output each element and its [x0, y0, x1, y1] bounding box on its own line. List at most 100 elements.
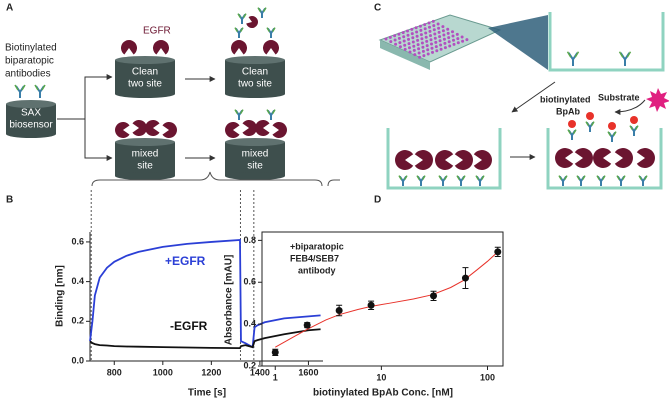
well	[434, 45, 438, 49]
well-wall	[546, 128, 663, 190]
x-tick-label: 10	[376, 372, 386, 382]
egfr	[242, 119, 257, 136]
plate-side	[380, 40, 430, 70]
egfr	[574, 148, 593, 169]
well	[433, 32, 437, 36]
well	[448, 44, 452, 48]
egfr	[435, 150, 454, 170]
cylinder-top	[225, 138, 285, 146]
x-tick-label: 1	[273, 372, 278, 382]
sensor-text: two site	[128, 79, 162, 90]
well	[443, 46, 447, 50]
well	[388, 35, 392, 39]
reagent-text: antibodies	[5, 69, 51, 80]
well	[417, 47, 421, 51]
egfr	[162, 122, 177, 138]
well	[421, 49, 425, 53]
x-tick-label: 1600	[298, 367, 318, 377]
x-tick-label: 100	[480, 372, 495, 382]
well	[446, 27, 450, 31]
point	[303, 321, 311, 329]
well	[435, 49, 439, 53]
well	[430, 42, 433, 46]
well	[416, 38, 420, 42]
well	[437, 26, 441, 30]
antibody	[475, 175, 485, 180]
x-tick-label: 1000	[153, 367, 173, 377]
well	[437, 30, 441, 34]
series-label: -EGFR	[170, 319, 208, 333]
y-axis-title: Absorbance [mAU]	[224, 255, 235, 346]
point	[335, 307, 343, 315]
well	[414, 26, 418, 30]
antibody	[618, 51, 632, 58]
egfr	[454, 150, 474, 170]
well	[398, 41, 402, 45]
well	[384, 37, 388, 41]
well	[426, 52, 430, 56]
egfr	[636, 148, 655, 169]
well	[415, 34, 419, 38]
cylinder	[115, 142, 175, 176]
well	[442, 33, 446, 37]
well	[451, 34, 455, 38]
well	[436, 22, 440, 26]
well	[410, 27, 414, 31]
panel-label: A	[6, 3, 13, 14]
sensor-text: site	[137, 161, 153, 172]
well	[427, 21, 431, 25]
series-label: +EGFR	[165, 254, 206, 268]
well	[419, 28, 423, 32]
well	[438, 35, 442, 39]
antibody	[567, 129, 577, 134]
arrow	[511, 81, 556, 113]
y-tick-label: 0.6	[71, 236, 84, 246]
well	[407, 42, 411, 46]
well	[407, 37, 410, 41]
well	[410, 32, 414, 36]
biotin	[630, 116, 638, 124]
egfr	[414, 150, 433, 170]
well	[461, 39, 465, 43]
x-axis-title: Time [s]	[188, 388, 226, 399]
panel-label: C	[374, 3, 381, 14]
y-tick-label: 0.2	[71, 316, 84, 326]
annotation: +biparatopic	[290, 241, 344, 251]
well	[442, 37, 446, 41]
sensor-text: Clean	[132, 67, 158, 78]
x-tick-label: 1400	[250, 367, 270, 377]
bracket	[91, 171, 323, 187]
well	[441, 25, 445, 29]
panel-c-diagram	[378, 12, 669, 190]
antibody	[596, 175, 606, 180]
antibody	[416, 175, 426, 180]
well-wall	[548, 12, 665, 72]
antibody	[576, 175, 586, 180]
y-tick-label: 0.8	[243, 235, 256, 245]
point	[271, 348, 279, 356]
well	[423, 27, 427, 31]
cylinder	[225, 172, 285, 180]
well	[419, 33, 423, 37]
egfr	[593, 148, 612, 169]
substrate	[646, 88, 669, 112]
bracket	[327, 179, 340, 187]
well	[439, 47, 443, 51]
well	[417, 51, 421, 55]
sensor-text: biosensor	[9, 120, 53, 131]
egfr	[555, 148, 574, 169]
probe-text: BpAb	[556, 106, 580, 116]
well	[411, 36, 415, 40]
egfr	[473, 150, 492, 170]
cylinder	[225, 142, 285, 176]
well	[413, 53, 417, 57]
sensor-text: Clean	[242, 67, 268, 78]
cylinder	[115, 90, 175, 98]
well	[441, 29, 445, 33]
y-axis-title: Binding [nm]	[55, 265, 66, 327]
well	[456, 41, 460, 45]
well	[424, 35, 428, 39]
antibody	[456, 175, 466, 180]
antibody	[237, 13, 247, 18]
well	[447, 36, 451, 40]
